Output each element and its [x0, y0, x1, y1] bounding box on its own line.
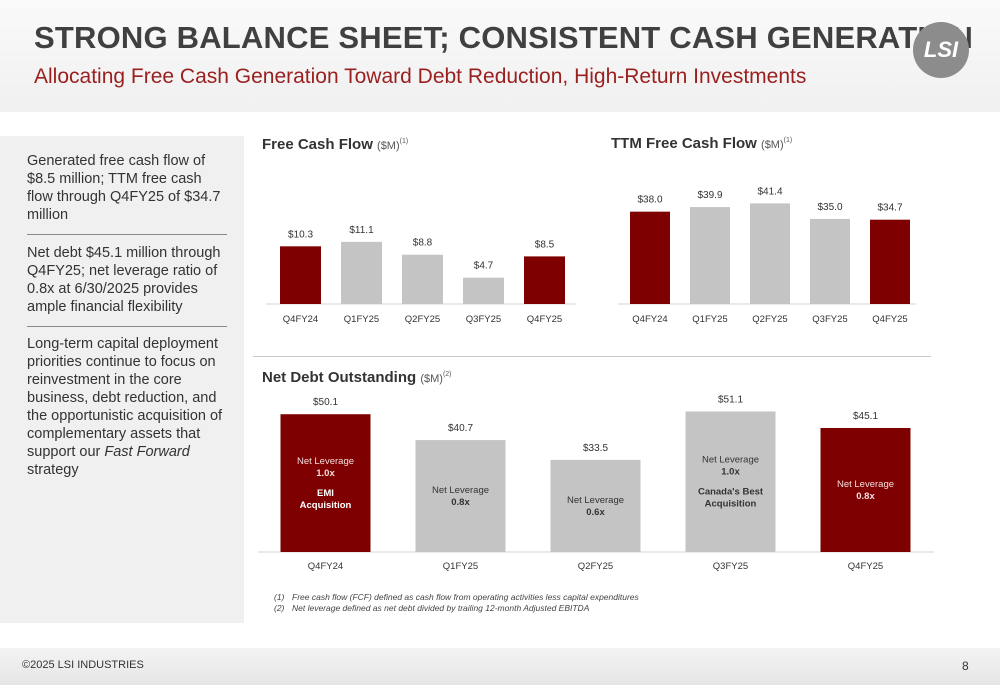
netdebt-data-label: $40.7: [448, 423, 473, 434]
fcf-data-label: $10.3: [288, 229, 313, 240]
footnote-2: (2) Net leverage defined as net debt divi…: [274, 603, 639, 614]
netdebt-tick-label: Q4FY24: [308, 561, 343, 572]
fcf-bar: [341, 241, 382, 304]
header-band: [0, 0, 1000, 112]
fcf-tick-label: Q1FY25: [344, 314, 379, 325]
fcf-data-label: $8.5: [535, 239, 555, 250]
netdebt-bar: [280, 414, 371, 552]
netdebt-tick-label: Q3FY25: [713, 561, 748, 572]
fcf-data-label: $8.8: [413, 238, 433, 249]
company-logo: LSI: [913, 22, 969, 78]
fcf-title-text: Free Cash Flow: [262, 136, 373, 153]
ttm-bar: [870, 219, 910, 304]
netdebt-leverage-label: Net Leverage: [567, 495, 624, 506]
netdebt-tick-label: Q1FY25: [443, 561, 478, 572]
netdebt-bar: [415, 440, 506, 552]
netdebt-bar: [685, 411, 776, 552]
ttm-tick-label: Q3FY25: [812, 314, 847, 325]
netdebt-tick-label: Q4FY25: [848, 561, 883, 572]
fcf-data-label: $4.7: [474, 261, 494, 272]
fcf-bar: [402, 254, 443, 304]
netdebt-leverage-value: 1.0x: [721, 467, 740, 478]
netdebt-note: (2): [442, 371, 452, 378]
sidebar-divider: [27, 234, 227, 235]
fcf-tick-label: Q4FY25: [527, 314, 562, 325]
capital-text-after: strategy: [27, 462, 79, 478]
ttm-bar: [750, 203, 790, 304]
footnote-2-num: (2): [274, 603, 285, 613]
fcf-note: (1): [399, 138, 409, 145]
ttm-unit: ($M): [761, 139, 784, 151]
fcf-data-label: $11.1: [349, 225, 374, 236]
netdebt-bar: [820, 427, 911, 552]
sidebar-item-fcf: Generated free cash flow of $8.5 million…: [27, 153, 221, 223]
ttm-data-label: $38.0: [637, 195, 662, 206]
fast-forward-emphasis: Fast Forward: [104, 444, 190, 460]
footer-band: [0, 648, 1000, 685]
sidebar-divider: [27, 326, 227, 327]
netdebt-data-label: $45.1: [853, 411, 878, 422]
ttm-tick-label: Q4FY25: [872, 314, 907, 325]
copyright: ©2025 LSI INDUSTRIES: [22, 659, 144, 671]
fcf-tick-label: Q2FY25: [405, 314, 440, 325]
page-subtitle: Allocating Free Cash Generation Toward D…: [34, 65, 807, 88]
ttm-bar: [810, 218, 850, 304]
netdebt-title-text: Net Debt Outstanding: [262, 369, 417, 386]
netdebt-leverage-value: 1.0x: [316, 468, 335, 479]
netdebt-leverage-label: Net Leverage: [432, 485, 489, 496]
netdebt-leverage-label: Net Leverage: [837, 479, 894, 490]
ttm-title-text: TTM Free Cash Flow: [611, 135, 757, 152]
page-title: STRONG BALANCE SHEET; CONSISTENT CASH GE…: [34, 20, 974, 55]
netdebt-event-label: EMI: [317, 488, 334, 499]
sidebar: [0, 136, 244, 623]
netdebt-data-label: $51.1: [718, 394, 743, 405]
fcf-bar: [524, 256, 565, 304]
fcf-unit: ($M): [377, 140, 400, 152]
netdebt-leverage-value: 0.8x: [856, 491, 875, 502]
fcf-tick-label: Q3FY25: [466, 314, 501, 325]
netdebt-event-label: Acquisition: [705, 499, 757, 510]
footnote-1-text: Free cash flow (FCF) defined as cash flo…: [292, 592, 639, 602]
netdebt-leverage-value: 0.6x: [586, 507, 605, 518]
netdebt-chart-title: Net Debt Outstanding ($M)(2): [262, 369, 452, 386]
ttm-bar: [690, 207, 730, 304]
ttm-data-label: $39.9: [697, 190, 722, 201]
ttm-chart-title: TTM Free Cash Flow ($M)(1): [611, 135, 792, 152]
ttm-note: (1): [783, 137, 793, 144]
netdebt-data-label: $33.5: [583, 443, 608, 454]
netdebt-leverage-label: Net Leverage: [297, 456, 354, 467]
ttm-data-label: $34.7: [877, 203, 902, 214]
netdebt-leverage-label: Net Leverage: [702, 455, 759, 466]
page-number: 8: [962, 659, 969, 673]
section-divider: [253, 356, 931, 357]
netdebt-event-label: Acquisition: [300, 500, 352, 511]
netdebt-unit: ($M): [420, 373, 443, 385]
ttm-tick-label: Q1FY25: [692, 314, 727, 325]
capital-text-before: Long-term capital deployment priorities …: [27, 336, 223, 460]
netdebt-leverage-value: 0.8x: [451, 497, 470, 508]
sidebar-item-capital: Long-term capital deployment priorities …: [27, 335, 227, 479]
ttm-data-label: $41.4: [757, 186, 782, 197]
fcf-tick-label: Q4FY24: [283, 314, 318, 325]
fcf-chart-title: Free Cash Flow ($M)(1): [262, 136, 408, 153]
sidebar-item-net-debt: Net debt $45.1 million through Q4FY25; n…: [27, 245, 221, 315]
ttm-tick-label: Q2FY25: [752, 314, 787, 325]
footnotes: (1) Free cash flow (FCF) defined as cash …: [274, 592, 639, 614]
fcf-bar: [280, 246, 321, 304]
fcf-bar: [463, 277, 504, 304]
footnote-1-num: (1): [274, 592, 285, 602]
ttm-tick-label: Q4FY24: [632, 314, 667, 325]
ttm-bar: [630, 211, 670, 304]
netdebt-data-label: $50.1: [313, 397, 338, 408]
ttm-data-label: $35.0: [817, 202, 842, 213]
footnote-2-text: Net leverage defined as net debt divided…: [292, 603, 590, 613]
netdebt-bar: [550, 459, 641, 552]
netdebt-event-label: Canada's Best: [698, 487, 764, 498]
netdebt-tick-label: Q2FY25: [578, 561, 613, 572]
footnote-1: (1) Free cash flow (FCF) defined as cash …: [274, 592, 639, 603]
